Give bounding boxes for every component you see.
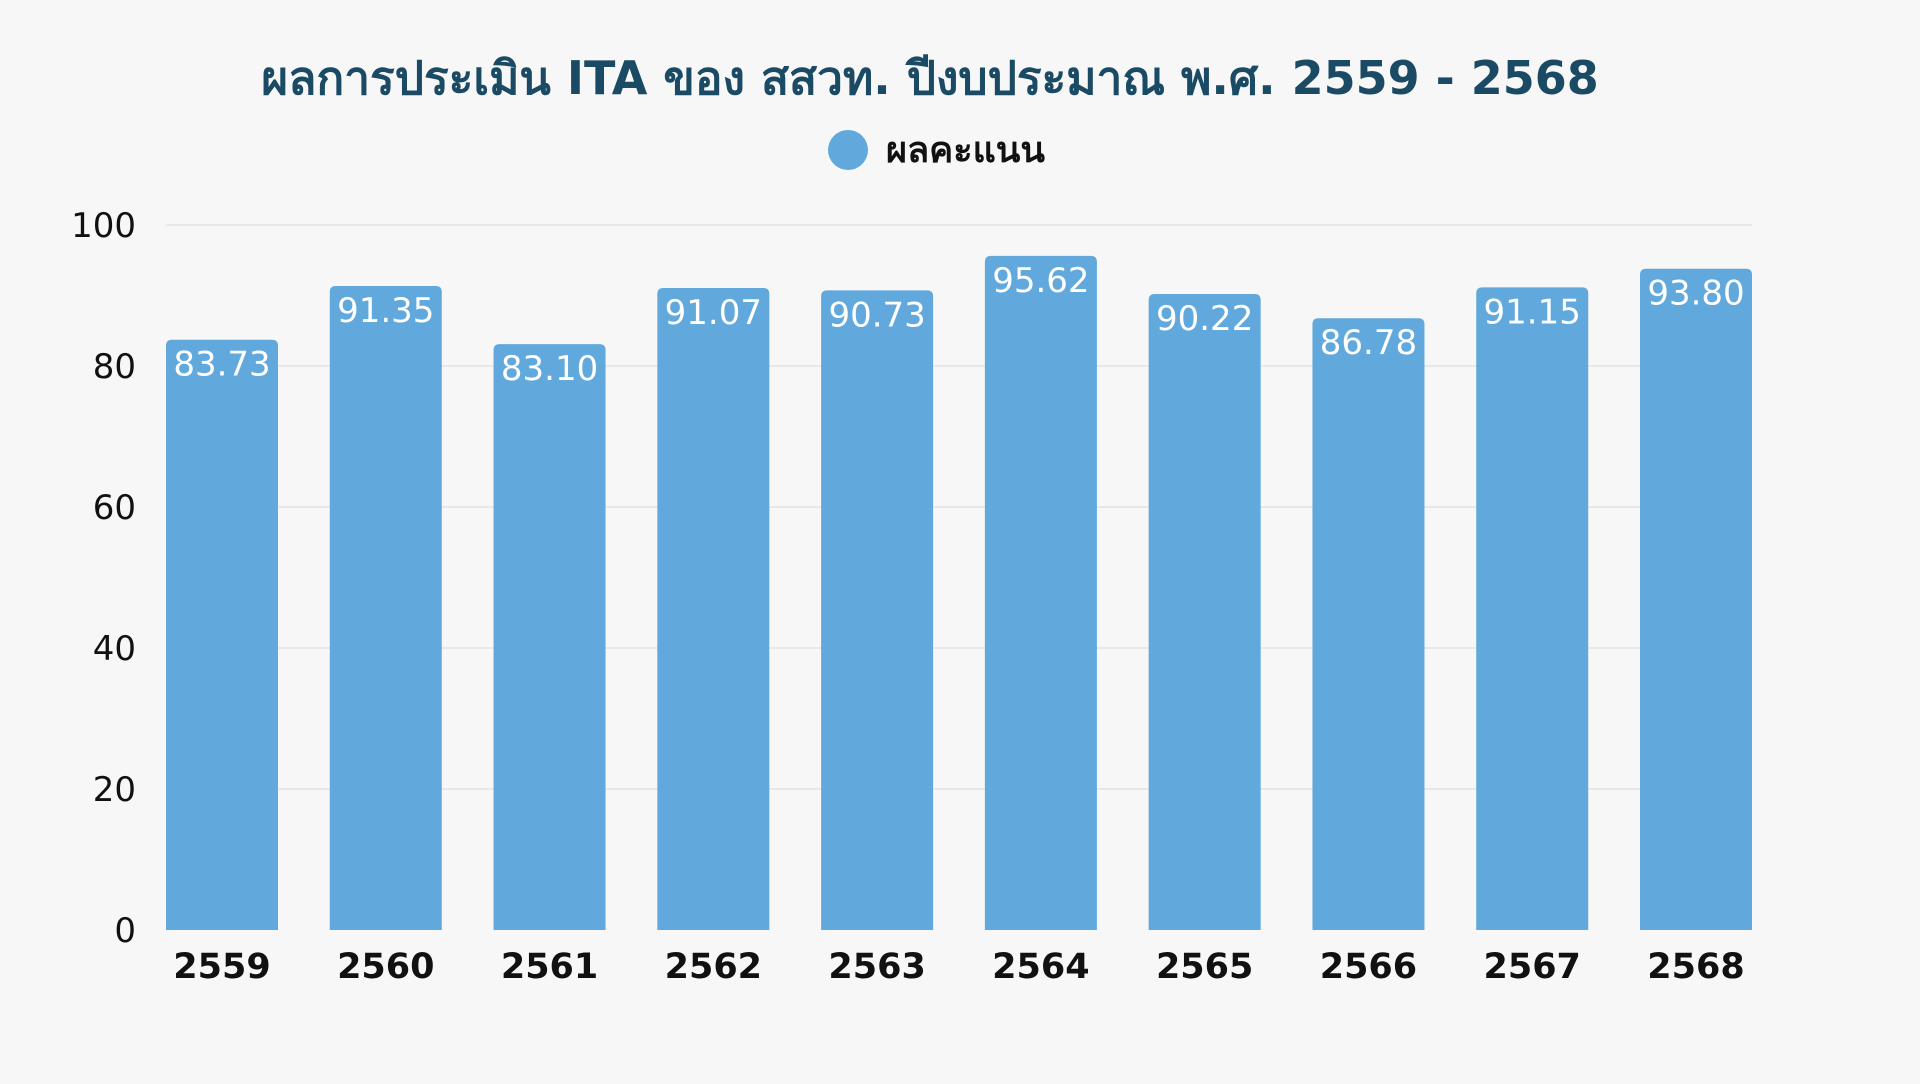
data-labels: 83.73 91.35 83.10 91.07 90.73 95.62 90.22 86.78…: [173, 261, 1744, 389]
legend-marker: [828, 130, 868, 170]
x-tick-label: 2563: [828, 947, 925, 987]
bar: [329, 285, 442, 930]
x-tick-label: 2560: [337, 947, 434, 987]
y-tick-label: 0: [114, 911, 136, 951]
x-tick-label: 2564: [992, 947, 1089, 987]
data-label: 83.10: [501, 349, 598, 389]
bar: [1476, 287, 1589, 931]
y-tick-label: 100: [71, 206, 136, 246]
data-label: 91.35: [337, 291, 434, 331]
y-tick-label: 20: [93, 770, 136, 810]
x-tick-label: 2567: [1484, 947, 1581, 987]
data-label: 91.15: [1484, 292, 1581, 332]
data-label: 90.22: [1156, 299, 1253, 339]
data-label: 95.62: [992, 261, 1089, 301]
bar: [821, 290, 934, 930]
legend-label: ผลคะแนน: [886, 130, 1045, 171]
bar: [1148, 293, 1261, 931]
x-tick-label: 2565: [1156, 947, 1253, 987]
chart-title: ผลการประเมิน ITA ของ สสวท. ปีงบประมาณ พ.…: [261, 51, 1599, 105]
bar: [1640, 268, 1752, 931]
data-label: 91.07: [665, 293, 762, 333]
x-tick-label: 2559: [173, 947, 270, 987]
y-tick-label: 60: [93, 488, 136, 528]
legend: ผลคะแนน: [828, 130, 1045, 171]
bar: [493, 344, 606, 930]
x-tick-label: 2561: [501, 947, 598, 987]
bar: [166, 339, 278, 930]
x-tick-label: 2568: [1647, 947, 1744, 987]
data-label: 90.73: [828, 295, 925, 335]
y-tick-label: 80: [93, 347, 136, 387]
data-label: 93.80: [1647, 274, 1744, 314]
data-label: 86.78: [1320, 323, 1417, 363]
bar: [1312, 318, 1425, 930]
x-tick-label: 2566: [1320, 947, 1417, 987]
bar: [657, 287, 770, 930]
x-axis-ticks: 2559 2560 2561 2562 2563 2564 2565 2566 2567 2568: [173, 947, 1744, 987]
data-label: 83.73: [173, 345, 270, 385]
y-tick-label: 40: [93, 629, 136, 669]
bar: [984, 255, 1097, 930]
bars: [166, 255, 1752, 931]
y-axis-ticks: 0 20 40 60 80 100: [71, 206, 136, 951]
x-tick-label: 2562: [665, 947, 762, 987]
